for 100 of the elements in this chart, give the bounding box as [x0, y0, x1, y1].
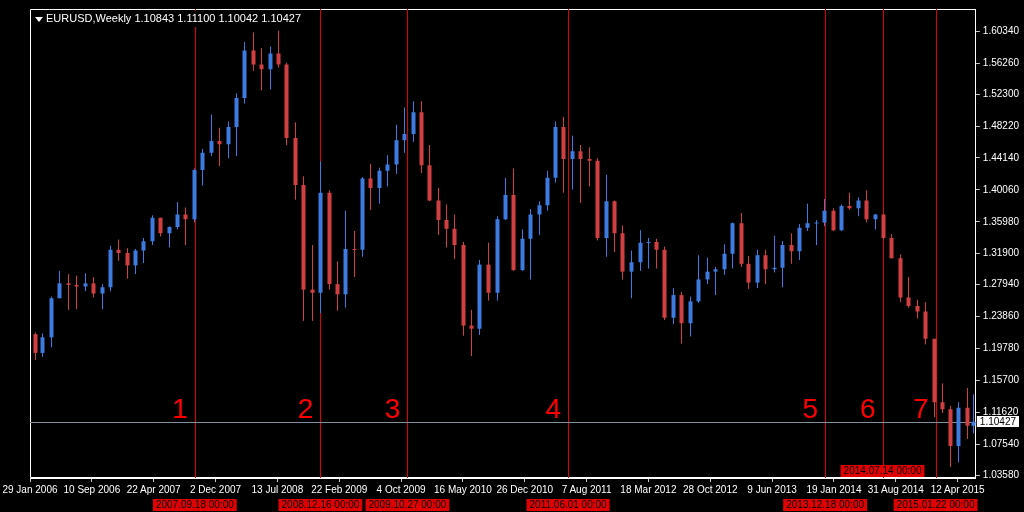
candlestick	[125, 247, 130, 280]
candlestick	[66, 273, 71, 311]
annotation: 3	[384, 393, 401, 425]
y-tick-label: 1.15700	[982, 374, 1020, 386]
annotation: 6	[859, 393, 876, 425]
candlestick	[915, 299, 920, 320]
candlestick	[814, 219, 819, 246]
x-tick-label: 7 Aug 2011	[561, 483, 612, 495]
candlestick	[57, 270, 62, 299]
x-tick-label: 26 Dec 2010	[496, 483, 554, 495]
candlestick	[352, 230, 357, 278]
candlestick	[385, 154, 390, 187]
candlestick	[797, 223, 802, 261]
annotation: 7	[912, 393, 929, 425]
x-tick-label: 9 Jun 2013	[747, 483, 798, 495]
candlestick	[100, 283, 105, 310]
candlestick	[175, 201, 180, 230]
candlestick	[570, 135, 575, 191]
y-tick-label: 1.19780	[982, 342, 1020, 354]
x-tick-label: 31 Aug 2014	[867, 483, 925, 495]
y-tick-label: 1.27940	[982, 278, 1020, 290]
candlestick	[654, 238, 659, 270]
ref-line-label: 1.10427	[979, 415, 1017, 427]
candlestick	[705, 257, 710, 285]
candlestick	[411, 100, 416, 143]
candlestick	[276, 30, 281, 69]
x-tick-label: 28 Oct 2012	[683, 483, 738, 495]
candlestick	[940, 382, 945, 414]
x-tick-label: 12 Apr 2015	[930, 483, 986, 495]
annotation: 1	[172, 393, 188, 425]
candlestick	[436, 187, 441, 236]
candlestick	[335, 260, 340, 312]
candlestick	[141, 237, 146, 264]
candlestick	[578, 144, 583, 204]
x-tick-label: 13 Jul 2008	[251, 483, 304, 495]
y-tick-label: 1.35980	[982, 215, 1020, 227]
candlestick	[696, 254, 701, 304]
annotation: 4	[545, 393, 562, 425]
y-tick-label: 1.23860	[982, 310, 1020, 322]
candlestick	[780, 240, 785, 288]
candlestick	[91, 276, 96, 298]
x-tick-label: 22 Feb 2009	[311, 483, 368, 495]
y-tick-label: 1.11620	[982, 405, 1019, 417]
candlestick	[763, 249, 768, 285]
annotation: 2	[297, 393, 314, 425]
candlestick	[209, 114, 214, 157]
candlestick	[226, 121, 231, 159]
candlestick	[368, 163, 373, 211]
candlestick	[713, 266, 718, 296]
candlestick	[200, 148, 205, 187]
x-tick-label: 10 Sep 2006	[63, 483, 121, 495]
ref-line-label: 2013.12.18 00:00	[786, 499, 865, 511]
y-tick-label: 1.56260	[982, 57, 1020, 68]
candlestick	[722, 243, 727, 276]
ref-line-label: 2011.06.01 00:00	[529, 499, 608, 511]
candlestick	[268, 46, 273, 91]
candlestick	[150, 214, 155, 246]
candlestick	[259, 47, 264, 91]
candlestick	[377, 167, 382, 205]
candlestick	[587, 146, 592, 187]
y-tick-label: 1.60340	[982, 25, 1020, 37]
candlestick	[789, 232, 794, 265]
candlestick	[746, 255, 751, 290]
candlestick	[217, 127, 222, 167]
candlestick	[646, 237, 651, 270]
y-tick-label: 1.07540	[982, 437, 1020, 449]
candlestick	[452, 214, 457, 260]
x-tick-label: 19 Jan 2014	[806, 483, 862, 495]
candlestick	[167, 225, 172, 248]
x-tick-label: 16 May 2010	[433, 483, 493, 495]
candlestick	[33, 332, 38, 361]
candlestick	[469, 309, 474, 357]
candlestick	[889, 233, 894, 259]
y-tick-label: 1.03580	[982, 468, 1020, 480]
candlestick	[638, 229, 643, 272]
candlestick	[864, 189, 869, 223]
ref-line-label: 2007.09.18 00:00	[155, 499, 235, 511]
candlestick	[856, 196, 861, 217]
y-tick-label: 1.44140	[982, 151, 1020, 163]
candlestick	[310, 244, 315, 322]
candlestick	[881, 213, 886, 241]
ref-line-label: 2008.12.16 00:00	[281, 499, 360, 511]
ref-line-label: 2009.10.27 00:00	[368, 499, 447, 511]
candlestick	[444, 203, 449, 248]
ref-line-label: 2014.07.14 00:00	[843, 465, 922, 477]
x-tick-label: 4 Oct 2009	[376, 483, 426, 495]
candlestick	[688, 296, 693, 338]
candlestick	[251, 31, 256, 72]
x-tick-label: 29 Jan 2006	[2, 483, 58, 495]
y-tick-label: 1.40060	[982, 183, 1020, 195]
ref-line-label: 2015.01.22 00:00	[896, 499, 975, 511]
x-tick-label: 2 Dec 2007	[189, 483, 242, 495]
candlestick	[965, 387, 970, 440]
y-tick-label: 1.52300	[982, 87, 1020, 99]
chart-title: EURUSD,Weekly 1.10843 1.11100 1.10042 1.10427	[46, 12, 302, 25]
candlestick	[629, 250, 634, 299]
candlestick	[805, 203, 810, 232]
candlestick	[831, 207, 836, 232]
y-tick-label: 1.31900	[982, 247, 1020, 259]
x-tick-label: 22 Apr 2007	[126, 483, 182, 495]
